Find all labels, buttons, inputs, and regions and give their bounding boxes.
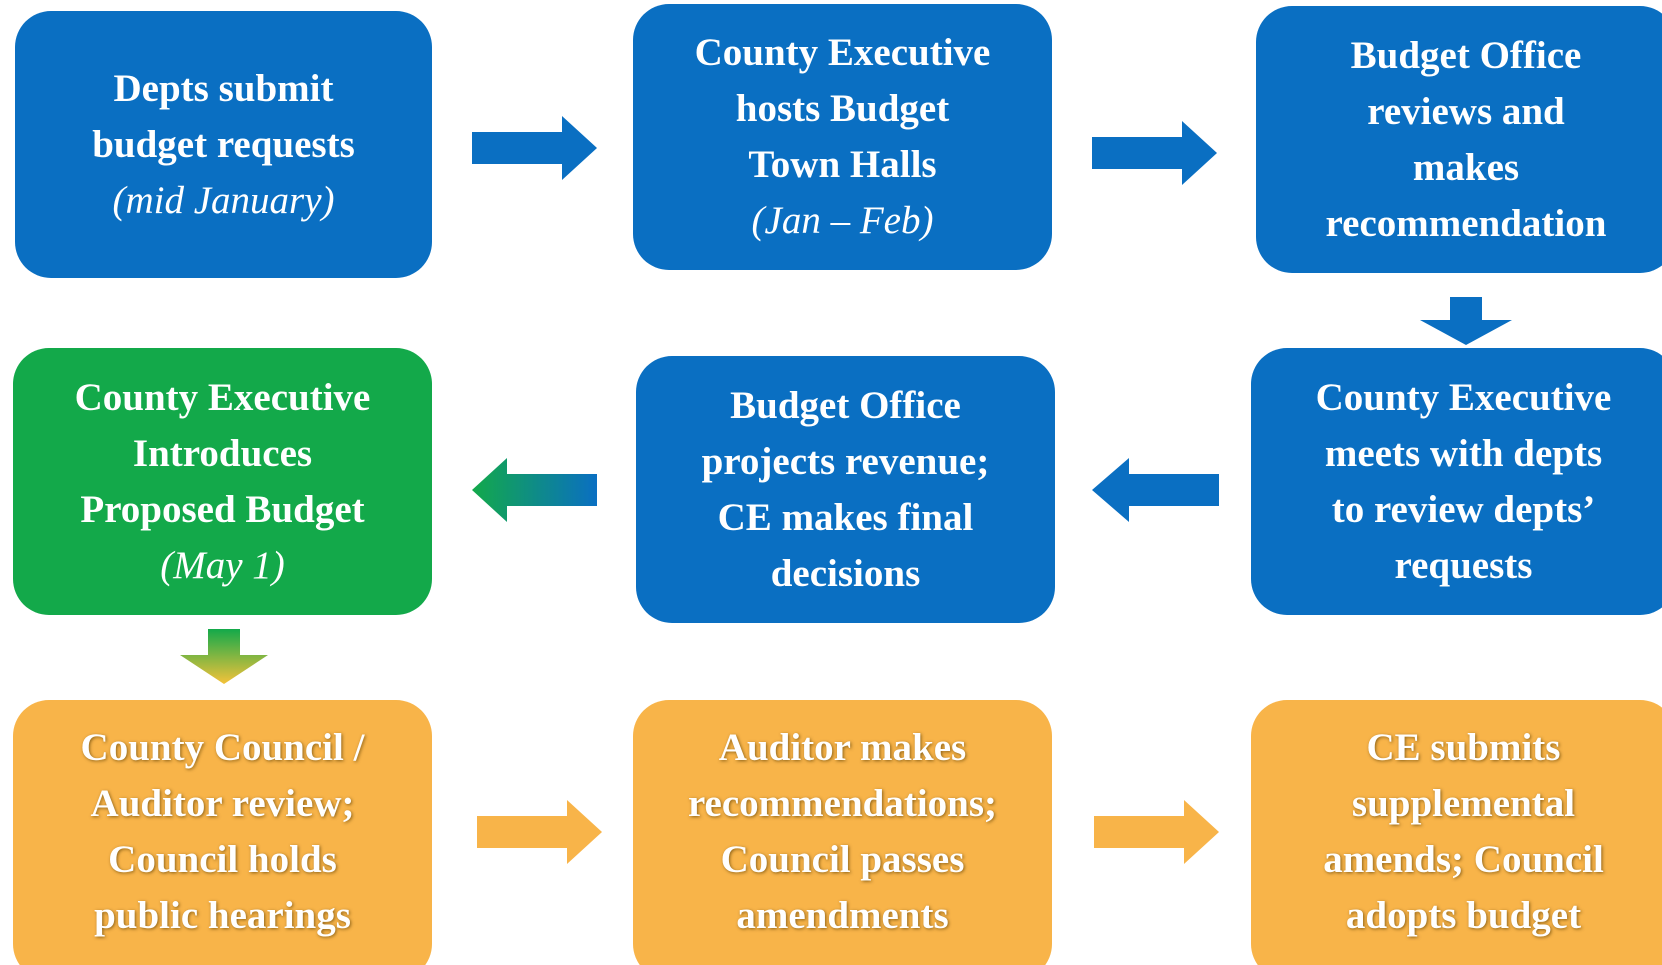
step-text: Council holds [108,838,337,881]
arrow-left [1092,458,1219,522]
step-box: County Executive Introduces Proposed Budge… [13,348,432,615]
step-text: makes [1412,145,1520,189]
step-box: Depts submit budget requests (mid January) [15,11,432,278]
step-text: County Executive [694,31,991,74]
step-box: CE submits supplemental amends; Council ado… [1251,700,1662,965]
step-box: Budget Office reviews and makes recommendat… [1256,6,1662,273]
step-text: recommendation [1325,201,1607,245]
arrow-left [472,458,597,522]
step-text: adopts budget [1345,894,1582,937]
step-box: County Executive meets with depts to revie… [1251,348,1662,615]
step-date: (May 1) [160,543,285,587]
step-text: Budget Office [730,383,961,427]
step-date: (Jan – Feb) [751,199,934,242]
step-text: Budget Office [1350,33,1582,77]
step-text: CE makes final [717,495,974,539]
arrow-right [1094,800,1219,864]
step-text: County Executive [1315,375,1612,419]
step-text: County Executive [74,375,371,419]
step-date: (mid January) [112,178,335,222]
step-text: projects revenue; [701,439,990,483]
step-text: to review depts’ [1331,487,1596,531]
arrow-down [1420,297,1512,345]
arrow-right [472,116,597,180]
step-text: supplemental [1351,782,1576,825]
step-text: County Council / [80,726,365,769]
step-text: budget requests [92,122,355,166]
step-box: County Executive hosts Budget Town Halls (J… [633,4,1052,270]
step-text: Council passes [720,838,965,881]
step-box: Auditor makes recommendations; Council pas… [633,700,1052,965]
step-text: recommendations; [687,782,998,825]
step-box: County Council / Auditor review; Council h… [13,700,432,965]
step-text: Introduces [132,431,313,475]
step-text: hosts Budget [735,87,950,130]
step-text: decisions [770,551,921,595]
step-text: amendments [736,894,949,937]
arrow-right [1092,121,1217,185]
arrow-right [477,800,602,864]
step-text: Proposed Budget [80,487,365,531]
step-text: amends; Council [1323,838,1604,881]
step-text: Depts submit [113,66,334,110]
step-text: meets with depts [1324,431,1603,475]
step-text: Auditor makes [718,726,967,769]
step-text: Town Halls [748,143,937,186]
step-text: public hearings [94,894,351,937]
arrow-down [180,629,268,684]
step-text: requests [1394,543,1533,587]
step-box: Budget Office projects revenue; CE makes f… [636,356,1055,623]
step-text: reviews and [1367,89,1565,133]
step-text: CE submits [1366,726,1561,769]
step-text: Auditor review; [90,782,355,825]
